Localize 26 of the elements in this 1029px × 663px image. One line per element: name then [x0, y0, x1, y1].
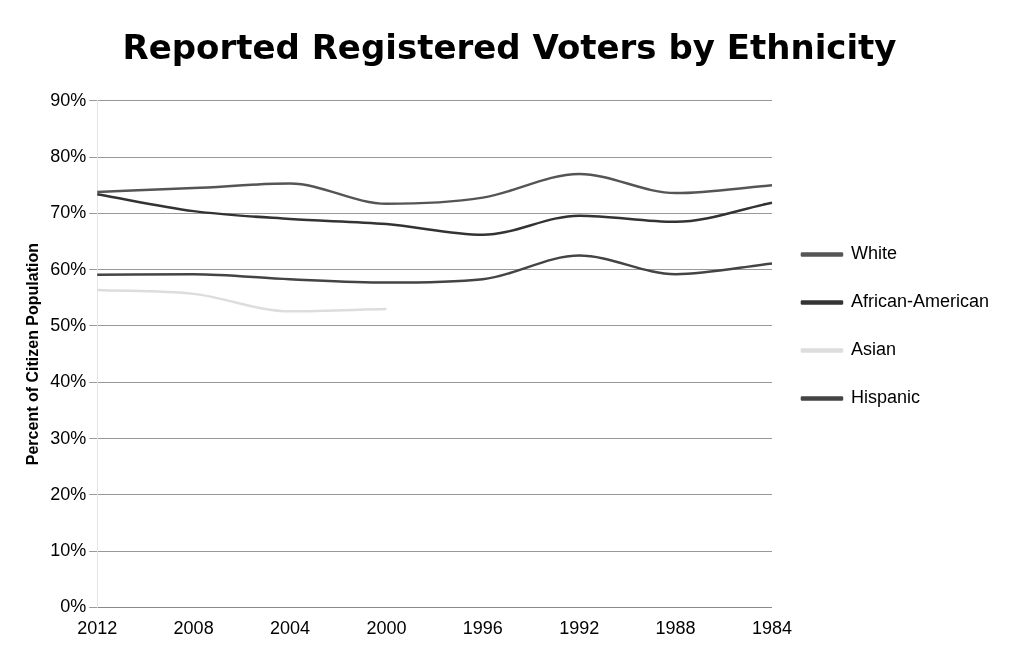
y-tick-label: 10%: [50, 540, 87, 561]
y-tick-label: 20%: [50, 483, 87, 504]
y-tick-label: 60%: [50, 258, 87, 279]
legend-label: Hispanic: [850, 387, 920, 408]
y-axis-title: Percent of Citizen Population: [24, 242, 42, 466]
x-tick-label: 1996: [462, 618, 503, 639]
legend-label: Asian: [850, 339, 896, 360]
chart-title: Reported Registered Voters by Ethnicity: [122, 27, 897, 68]
x-tick-label: 2012: [77, 618, 118, 639]
y-tick-label: 80%: [50, 146, 87, 167]
y-tick-label: 0%: [60, 596, 87, 617]
line-series: [95, 172, 774, 206]
y-tick-label: 30%: [50, 427, 87, 448]
legend-label: African-American: [850, 291, 990, 312]
y-tick-label: 90%: [50, 89, 87, 110]
x-tick-label: 1984: [751, 618, 792, 639]
x-tick-label: 2008: [173, 618, 214, 639]
legend-label: White: [850, 243, 897, 264]
x-tick-label: 1992: [559, 618, 600, 639]
x-tick-label: 2004: [269, 618, 311, 639]
y-tick-label: 70%: [50, 202, 87, 223]
line-series: [95, 288, 388, 313]
x-tick-label: 2000: [366, 618, 407, 639]
y-tick-label: 50%: [50, 314, 87, 335]
y-tick-label: 40%: [50, 371, 87, 392]
x-tick-label: 1988: [655, 618, 696, 639]
